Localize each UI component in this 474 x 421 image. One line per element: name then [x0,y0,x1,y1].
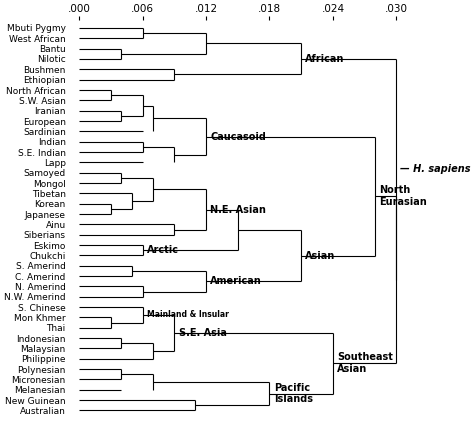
Text: S.E. Asia: S.E. Asia [179,328,227,338]
Text: Arctic: Arctic [147,245,179,255]
Text: — H. sapiens: — H. sapiens [400,164,470,174]
Text: Pacific
Islands: Pacific Islands [273,383,313,405]
Text: N.E. Asian: N.E. Asian [210,205,266,215]
Text: North
Eurasian: North Eurasian [380,185,427,207]
Text: Southeast
Asian: Southeast Asian [337,352,393,374]
Text: American: American [210,276,262,286]
Text: African: African [305,54,345,64]
Text: Caucasoid: Caucasoid [210,131,266,141]
Text: Mainland & Insular: Mainland & Insular [147,310,228,319]
Text: Asian: Asian [305,250,336,261]
